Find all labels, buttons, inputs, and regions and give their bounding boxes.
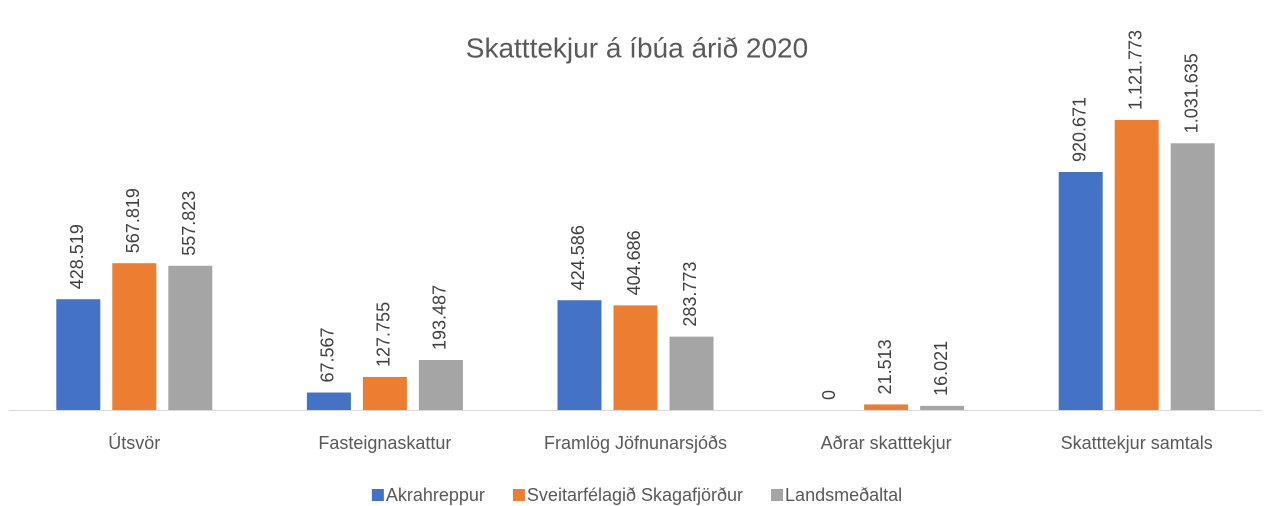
bar <box>362 376 407 410</box>
bar <box>418 359 463 410</box>
value-label: 16.021 <box>931 341 951 396</box>
value-label: 67.567 <box>318 327 338 382</box>
value-label: 404.686 <box>624 230 644 295</box>
bar <box>1114 120 1159 410</box>
bar <box>669 336 714 410</box>
value-label: 557.823 <box>179 191 199 256</box>
x-tick-label: Útsvör <box>108 432 160 453</box>
legend-swatch <box>512 489 525 501</box>
bar <box>864 404 909 410</box>
legend-label: Landsmeðaltal <box>785 485 902 505</box>
value-label: 127.755 <box>374 302 394 367</box>
value-label: 0 <box>819 390 839 400</box>
value-label: 567.819 <box>123 188 143 253</box>
bar <box>168 265 213 410</box>
legend-label: Sveitarfélagið Skagafjörður <box>527 485 743 505</box>
bar <box>112 263 157 410</box>
value-label: 193.487 <box>430 285 450 350</box>
value-label: 428.519 <box>67 224 87 289</box>
x-tick-label: Skatttekjur samtals <box>1061 433 1213 453</box>
bar <box>56 299 101 410</box>
value-label: 424.586 <box>568 225 588 290</box>
bar <box>1170 143 1215 410</box>
chart-title: Skatttekjur á íbúa árið 2020 <box>466 32 808 63</box>
value-label: 21.513 <box>875 339 895 394</box>
value-label: 920.671 <box>1069 97 1089 162</box>
legend-swatch <box>371 489 384 501</box>
bar <box>613 305 658 410</box>
bar <box>920 405 965 410</box>
bar <box>557 300 602 410</box>
value-label: 1.031.635 <box>1181 53 1201 133</box>
value-label: 1.121.773 <box>1125 30 1145 110</box>
bar <box>1058 171 1103 410</box>
legend-label: Akrahreppur <box>386 485 485 505</box>
x-tick-label: Framlög Jöfnunarsjóðs <box>544 433 727 453</box>
x-tick-label: Aðrar skatttekjur <box>821 433 952 453</box>
legend-swatch <box>771 489 784 501</box>
value-label: 283.773 <box>680 262 700 327</box>
bar <box>306 392 351 410</box>
x-tick-label: Fasteignaskattur <box>318 433 451 453</box>
